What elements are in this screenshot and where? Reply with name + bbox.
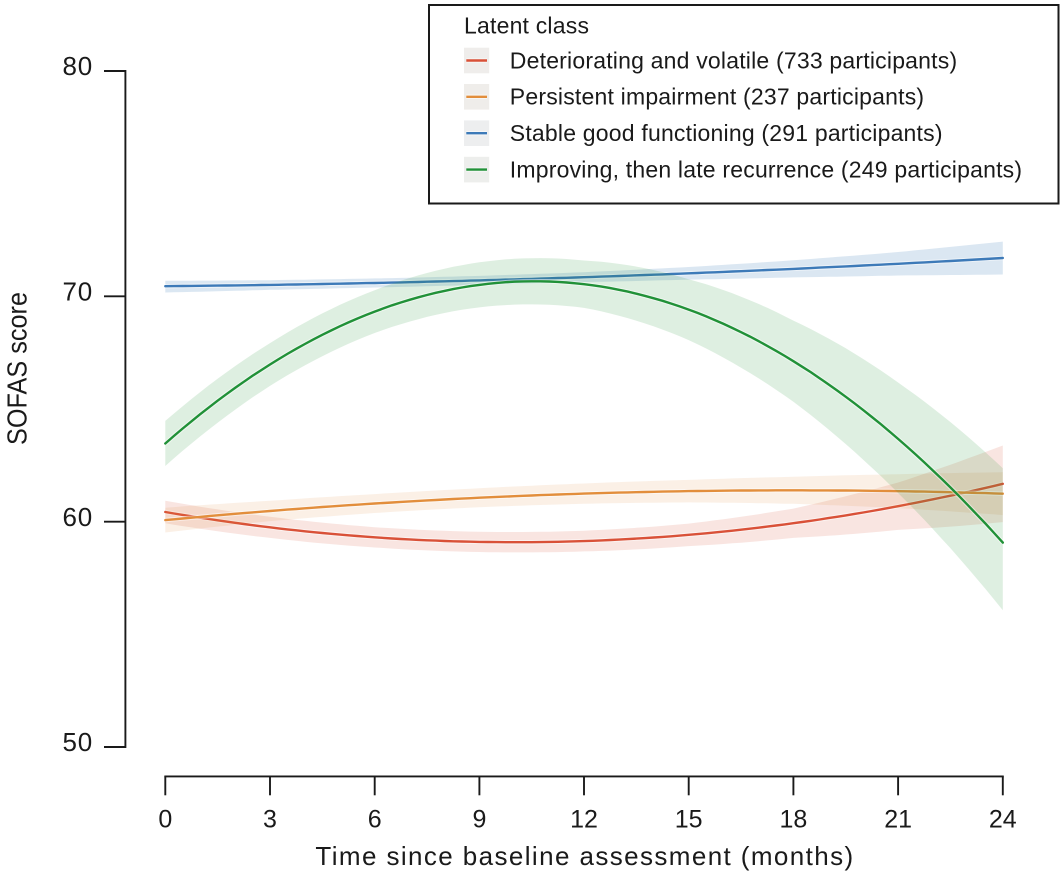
svg-text:Stable good functioning (291 p: Stable good functioning (291 participant… <box>510 120 943 146</box>
svg-text:SOFAS score: SOFAS score <box>2 292 33 445</box>
svg-text:9: 9 <box>472 806 486 834</box>
svg-text:Time since baseline assessment: Time since baseline assessment (months) <box>315 841 854 871</box>
svg-text:Deteriorating and volatile (73: Deteriorating and volatile (733 particip… <box>510 47 958 73</box>
svg-text:15: 15 <box>675 806 703 834</box>
svg-text:50: 50 <box>62 727 93 757</box>
svg-text:60: 60 <box>62 502 93 532</box>
svg-text:Persistent impairment (237 par: Persistent impairment (237 participants) <box>510 84 925 110</box>
svg-text:70: 70 <box>62 277 93 307</box>
svg-text:24: 24 <box>989 806 1017 834</box>
svg-text:80: 80 <box>62 51 93 81</box>
svg-text:Latent class: Latent class <box>464 13 589 39</box>
svg-text:6: 6 <box>368 806 382 834</box>
svg-text:0: 0 <box>158 806 172 834</box>
svg-text:Improving, then late recurrenc: Improving, then late recurrence (249 par… <box>510 156 1022 182</box>
svg-text:21: 21 <box>884 806 912 834</box>
svg-text:3: 3 <box>263 806 277 834</box>
svg-text:18: 18 <box>779 806 807 834</box>
svg-text:12: 12 <box>570 806 598 834</box>
